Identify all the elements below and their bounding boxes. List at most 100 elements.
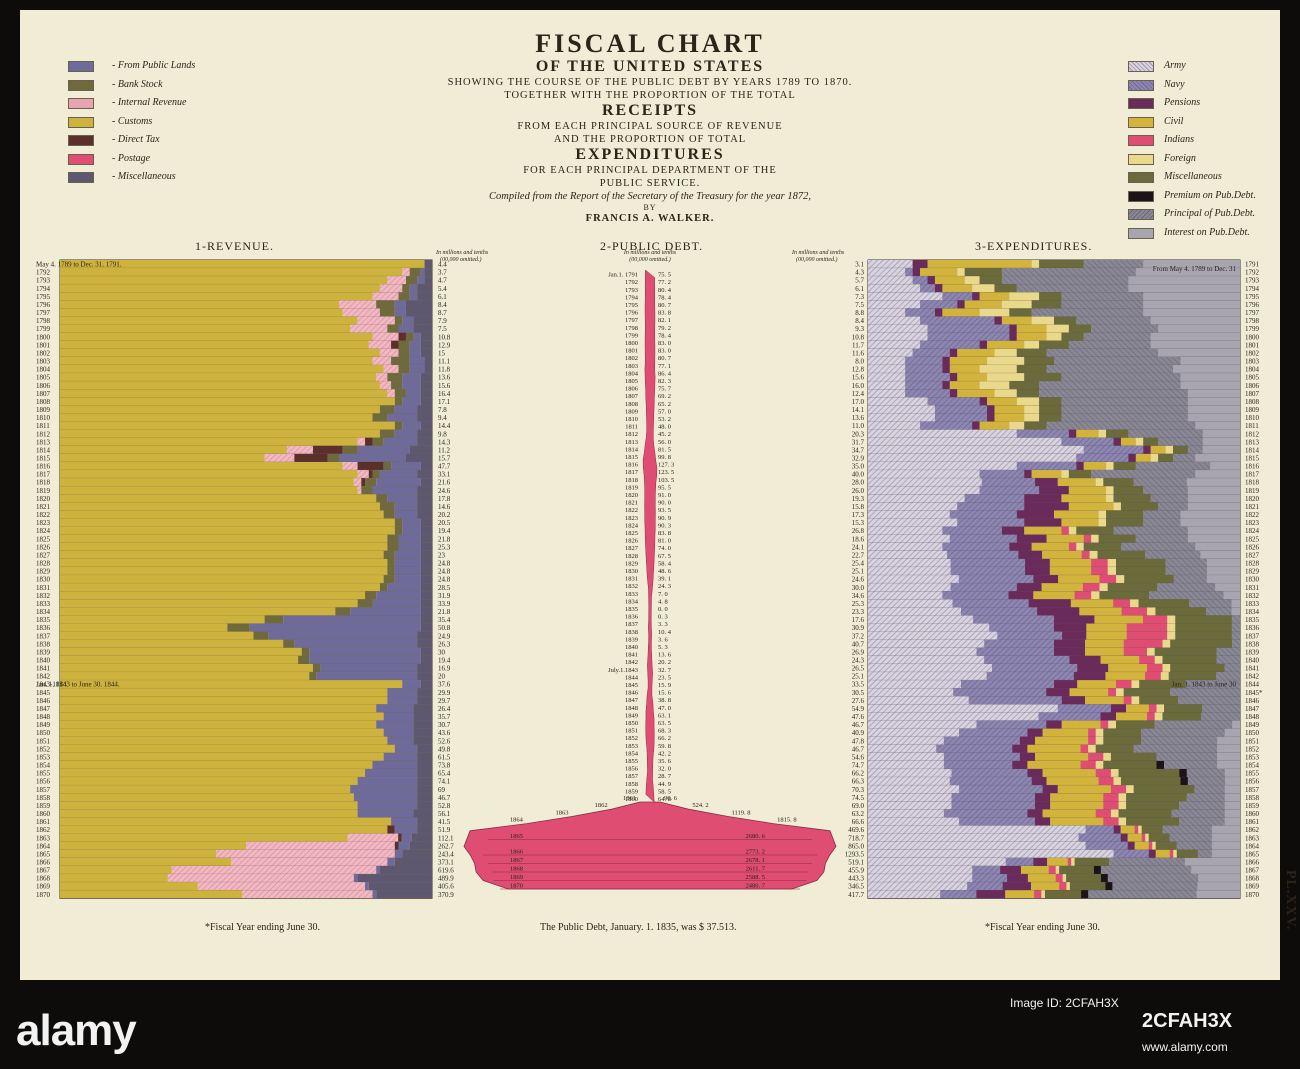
revenue-segment-internal-revenue: [342, 462, 358, 471]
revenue-total-label: 35.4: [438, 616, 451, 624]
revenue-segment-miscellaneous: [420, 558, 432, 568]
expenditures-segment-interest-on-pub-debt: [1202, 445, 1240, 454]
expenditures-segment-foreign: [1135, 437, 1144, 446]
revenue-year-label: 1847: [36, 705, 51, 713]
expenditures-year-label: 1855: [1245, 770, 1260, 778]
expenditures-segment-pensions: [972, 421, 980, 430]
expenditures-segment-foreign: [1110, 809, 1119, 818]
expenditures-segment-navy: [1076, 453, 1129, 462]
expenditures-total-label: 30.5: [852, 689, 865, 697]
revenue-total-label: 43.6: [438, 729, 451, 737]
revenue-segment-miscellaneous: [420, 615, 432, 624]
revenue-segment-internal-revenue: [197, 882, 366, 891]
expenditures-year-label: 1800: [1245, 333, 1260, 341]
expenditures-segment-navy: [905, 381, 943, 390]
expenditures-segment-army: [868, 882, 968, 891]
revenue-total-label: 49.8: [438, 745, 451, 753]
revenue-segment-customs: [60, 817, 392, 826]
revenue-total-label: 26.3: [438, 640, 451, 648]
expenditures-segment-navy: [961, 607, 1038, 616]
debt-value-label: 74. 0: [658, 545, 671, 552]
expenditures-segment-principal-of-pub-debt: [1157, 583, 1216, 592]
expenditures-segment-army: [868, 276, 913, 285]
expenditures-segment-miscellaneous: [994, 284, 1017, 293]
debt-year-label: 1848: [625, 705, 638, 712]
debt-value-label: 80. 7: [658, 355, 672, 362]
revenue-segment-miscellaneous: [417, 760, 432, 770]
expenditures-segment-civil: [1086, 631, 1127, 640]
revenue-total-label: 11.8: [438, 366, 450, 374]
revenue-segment-customs: [60, 688, 388, 697]
expenditures-year-label: 1849: [1245, 721, 1260, 729]
revenue-segment-from-public-lands: [402, 316, 414, 325]
expenditures-segment-principal-of-pub-debt: [1128, 429, 1203, 438]
debt-value-label: 93. 5: [658, 507, 671, 514]
expenditures-segment-navy: [953, 688, 1047, 697]
expenditures-segment-navy: [957, 518, 1025, 527]
expenditures-segment-principal-of-pub-debt: [1156, 752, 1218, 761]
debt-value-label: 48. 6: [658, 568, 672, 575]
expenditures-segment-principal-of-pub-debt: [1206, 607, 1232, 616]
expenditures-total-label: 25.1: [852, 568, 865, 576]
expenditures-segment-navy: [986, 672, 1074, 681]
expenditures-total-label: 11.7: [852, 341, 864, 349]
revenue-segment-from-public-lands: [387, 736, 414, 745]
revenue-segment-miscellaneous: [420, 567, 432, 576]
revenue-segment-bank-stock: [394, 389, 406, 398]
expenditures-segment-miscellaneous: [1044, 890, 1082, 899]
revenue-segment-bank-stock: [398, 348, 410, 357]
expenditures-segment-army: [868, 615, 974, 624]
expenditures-segment-civil: [1108, 664, 1147, 673]
debt-year-label: 1849: [625, 712, 638, 719]
expenditures-segment-principal-of-pub-debt: [1061, 300, 1144, 309]
revenue-total-label: 7.9: [438, 317, 447, 325]
revenue-segment-miscellaneous: [420, 348, 432, 357]
expenditures-segment-pensions: [1018, 550, 1043, 559]
revenue-segment-bank-stock: [309, 672, 317, 681]
debt-year-label: 1834: [625, 598, 639, 605]
expenditures-segment-miscellaneous: [1170, 664, 1225, 673]
revenue-segment-from-public-lands: [391, 462, 421, 471]
expenditures-segment-pensions: [1025, 567, 1050, 576]
expenditures-segment-civil: [1120, 825, 1135, 834]
expenditures-segment-indians: [1091, 567, 1108, 576]
revenue-segment-from-public-lands: [387, 583, 421, 592]
expenditures-segment-principal-of-pub-debt: [1061, 373, 1181, 382]
revenue-segment-miscellaneous: [417, 825, 432, 834]
expenditures-segment-civil: [1050, 793, 1104, 802]
expenditures-segment-principal-of-pub-debt: [1171, 809, 1225, 818]
expenditures-segment-miscellaneous: [1118, 769, 1180, 778]
debt-value-label: 69. 2: [658, 393, 671, 400]
expenditures-segment-civil: [957, 348, 995, 357]
expenditures-segment-foreign: [1024, 340, 1040, 349]
expenditures-segment-foreign: [1076, 542, 1084, 551]
revenue-year-label: 1794: [36, 285, 51, 293]
revenue-year-label: 1868: [36, 875, 51, 883]
expenditures-segment-navy: [942, 526, 1002, 535]
revenue-total-label: 20.5: [438, 519, 451, 527]
revenue-segment-customs: [60, 373, 377, 382]
revenue-segment-bank-stock: [383, 510, 395, 519]
expenditures-segment-interest-on-pub-debt: [1206, 575, 1240, 584]
expenditures-segment-miscellaneous: [1095, 744, 1134, 753]
revenue-segment-internal-revenue: [167, 874, 354, 883]
revenue-year-label: 1820: [36, 495, 51, 503]
expenditures-segment-interest-on-pub-debt: [1187, 534, 1240, 543]
legend-swatch: [1128, 61, 1154, 72]
revenue-total-label: 15: [438, 349, 446, 357]
expenditures-segment-principal-of-pub-debt: [1187, 777, 1226, 786]
expenditures-segment-pensions: [1024, 518, 1062, 527]
expenditures-segment-civil: [1127, 833, 1142, 842]
expenditures-segment-interest-on-pub-debt: [1224, 809, 1240, 818]
revenue-segment-miscellaneous: [417, 486, 432, 495]
debt-year-label: 1798: [625, 325, 638, 332]
expenditures-segment-pensions: [979, 340, 988, 349]
revenue-segment-miscellaneous: [417, 672, 432, 681]
expenditures-year-label: 1795: [1245, 293, 1260, 301]
debt-value-label: 90. 6: [664, 795, 678, 802]
expenditures-segment-foreign: [1061, 470, 1069, 479]
expenditures-segment-pensions: [1016, 583, 1042, 592]
watermark-url: www.alamy.com: [1142, 1040, 1228, 1054]
revenue-segment-from-public-lands: [387, 413, 418, 422]
expenditures-segment-foreign: [1167, 615, 1176, 624]
